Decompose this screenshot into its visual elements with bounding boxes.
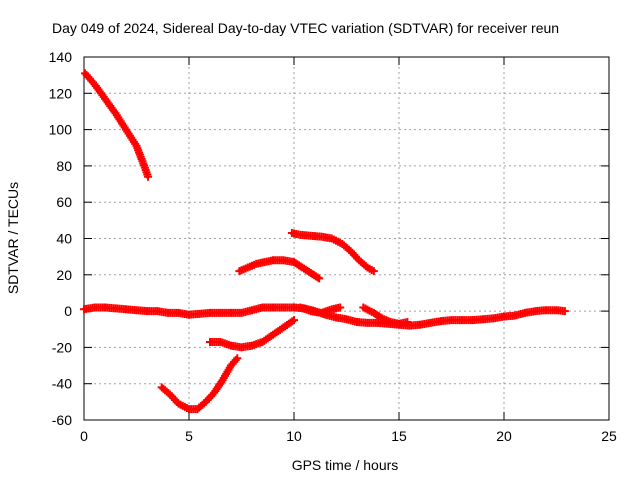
data-point	[403, 317, 412, 326]
y-tick-label: 40	[56, 231, 72, 247]
x-tick-label: 10	[286, 428, 302, 444]
data-point	[369, 267, 378, 276]
data-series	[80, 69, 569, 414]
axis-ticks: 0 5 10 15 20 25 -60 -40 -20 0 20 40 60 80 100 120 140	[49, 49, 617, 444]
y-tick-label: 140	[49, 49, 73, 65]
x-tick-label: 20	[496, 428, 512, 444]
y-tick-label: 60	[56, 194, 72, 210]
y-tick-label: -40	[52, 376, 72, 392]
series-arc-2	[80, 303, 569, 330]
x-tick-label: 15	[391, 428, 407, 444]
chart-title: Day 049 of 2024, Sidereal Day-to-day VTE…	[52, 20, 559, 36]
data-point	[560, 307, 569, 316]
grid	[84, 57, 609, 420]
y-tick-label: 20	[56, 267, 72, 283]
x-axis-label: GPS time / hours	[292, 457, 399, 473]
data-point	[233, 354, 242, 363]
data-point	[336, 303, 345, 312]
y-tick-label: 0	[64, 303, 72, 319]
data-point	[144, 172, 153, 181]
data-point	[315, 274, 324, 283]
data-point	[290, 316, 298, 325]
y-tick-label: 120	[49, 85, 73, 101]
series-arc-5	[235, 256, 324, 283]
y-tick-label: -60	[52, 412, 72, 428]
series-arc-7	[296, 303, 345, 317]
x-tick-label: 25	[601, 428, 617, 444]
y-tick-label: -20	[52, 339, 72, 355]
series-arc-1	[81, 69, 153, 181]
x-tick-label: 0	[80, 428, 88, 444]
series-arc-4	[206, 316, 298, 352]
series-arc-3	[157, 354, 242, 414]
y-tick-label: 100	[49, 122, 73, 138]
y-axis-label: SDTVAR / TECUs	[5, 182, 21, 294]
series-arc-8	[359, 303, 412, 328]
y-tick-label: 80	[56, 158, 72, 174]
series-arc-6	[287, 229, 378, 276]
x-tick-label: 5	[185, 428, 193, 444]
